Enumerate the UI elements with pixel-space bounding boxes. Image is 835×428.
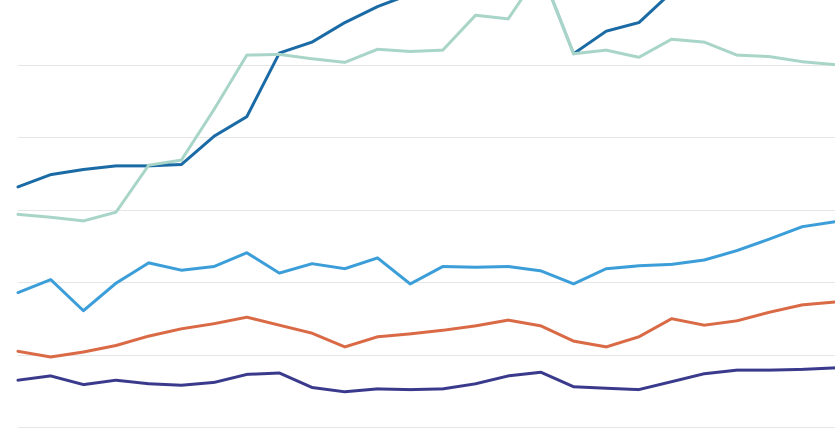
series-line-1: [16, 0, 666, 189]
series-group: [16, 0, 835, 394]
series-line-4: [16, 300, 835, 359]
series-line-2: [16, 0, 835, 223]
series-line-5: [16, 366, 835, 394]
series-line-3: [16, 220, 835, 313]
